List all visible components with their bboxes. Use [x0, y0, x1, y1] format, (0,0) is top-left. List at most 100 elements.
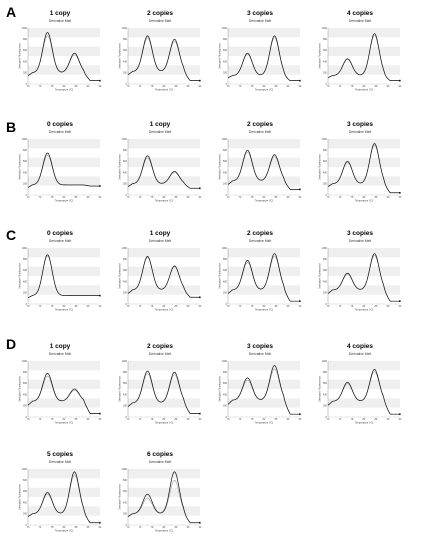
x-tick-label: 78	[151, 305, 154, 308]
melt-plot: 0 copies Derivative Melt 0 200 400 600 800 1000…	[18, 230, 102, 312]
y-tick-label: 800	[23, 38, 28, 41]
x-tick-label: 90	[387, 305, 390, 308]
melt-curve-svg: 0 200 400 600 800 1000 70 74 78 82 86 90 94 Temperatu…	[319, 247, 402, 312]
y-tick-label: 400	[23, 280, 28, 283]
y-tick-label: 600	[123, 49, 128, 52]
curve-end-marker	[99, 294, 101, 297]
x-tick-label: 90	[187, 526, 190, 529]
curve-end-marker	[99, 79, 101, 82]
grid-band	[28, 248, 100, 258]
melt-curve-svg: 0 200 400 600 800 1000 70 74 78 82 86 90 94 Temperatu…	[319, 138, 402, 203]
grid-band	[228, 248, 300, 258]
y-axis-label: Derivative Fluorescence	[19, 154, 22, 180]
melt-curve-dark	[227, 35, 300, 81]
x-tick-label: 74	[139, 85, 142, 88]
x-tick-label: 82	[163, 418, 166, 421]
melt-curve-svg: 0 200 400 600 800 1000 70 74 78 82 86 90 94 Temperatu…	[119, 27, 202, 92]
chart-title: 2 copies	[146, 343, 173, 350]
grid-band	[228, 28, 300, 38]
grid-band	[128, 46, 200, 56]
y-tick-label: 200	[23, 292, 28, 295]
x-tick-label: 86	[375, 85, 378, 88]
grid-band	[28, 176, 100, 186]
curve-end-marker	[399, 300, 401, 302]
x-tick-label: 74	[239, 196, 242, 199]
chart-title: 3 copies	[346, 121, 373, 128]
y-axis-label: Derivative Fluorescence	[119, 376, 122, 402]
y-tick-label: 200	[23, 72, 28, 75]
x-tick-label: 82	[63, 85, 66, 88]
x-tick-label: 74	[39, 526, 42, 529]
x-axis-label: Temperature (°C)	[255, 200, 274, 203]
x-tick-label: 74	[139, 526, 142, 529]
x-tick-label: 78	[51, 305, 54, 308]
y-tick-label: 0	[326, 83, 328, 86]
x-axis-label: Temperature (°C)	[155, 89, 174, 92]
y-tick-label: 600	[223, 160, 228, 163]
grid-band	[28, 487, 100, 497]
y-tick-label: 400	[23, 171, 28, 174]
x-tick-label: 86	[175, 305, 178, 308]
grid-band	[228, 361, 300, 371]
y-tick-label: 0	[226, 83, 228, 86]
y-tick-label: 600	[323, 382, 328, 385]
chart-subtitle: Derivative Melt	[248, 239, 272, 243]
chart-title: 1 copy	[149, 121, 171, 128]
chart-title: 2 copies	[146, 10, 173, 17]
x-tick-label: 94	[99, 305, 102, 308]
x-tick-label: 82	[363, 418, 366, 421]
panel-letter-d: D	[6, 336, 17, 352]
curve-end-marker	[99, 521, 101, 524]
x-tick-label: 78	[251, 418, 254, 421]
x-tick-label: 90	[87, 196, 90, 199]
x-tick-label: 90	[87, 418, 90, 421]
y-tick-label: 0	[126, 194, 128, 197]
grid-band	[228, 46, 300, 56]
x-tick-label: 94	[299, 418, 302, 421]
melt-curve-dark	[227, 149, 300, 190]
y-tick-label: 1000	[322, 360, 328, 363]
x-tick-label: 86	[275, 85, 278, 88]
x-tick-label: 94	[99, 526, 102, 529]
x-tick-label: 90	[387, 85, 390, 88]
y-axis-label: Derivative Fluorescence	[19, 376, 22, 402]
grid-band	[128, 379, 200, 389]
melt-plot: 3 copies Derivative Melt 0 200 400 600 800 1000…	[218, 10, 302, 92]
y-tick-label: 0	[126, 303, 128, 306]
chart-title: 1 copy	[49, 10, 71, 17]
grid-band	[328, 248, 400, 258]
x-tick-label: 86	[75, 418, 78, 421]
chart-subtitle: Derivative Melt	[348, 239, 372, 243]
melt-curve-svg: 0 200 400 600 800 1000 70 74 78 82 86 90 94 Temperatu…	[219, 247, 302, 312]
x-axis-label: Temperature (°C)	[55, 309, 74, 312]
melt-plot: 4 copies Derivative Melt 0 200 400 600 800 1000…	[318, 10, 402, 92]
y-tick-label: 1000	[22, 138, 28, 141]
x-tick-label: 70	[327, 418, 330, 421]
y-axis-label: Derivative Fluorescence	[219, 376, 222, 402]
x-tick-label: 86	[275, 196, 278, 199]
curve-end-marker	[199, 296, 201, 299]
y-axis-label: Derivative Fluorescence	[319, 43, 322, 69]
grid-band	[28, 28, 100, 38]
melt-plot: 0 copies Derivative Melt 0 200 400 600 800 1000…	[18, 121, 102, 203]
y-tick-label: 1000	[122, 27, 128, 30]
grid-band	[328, 157, 400, 167]
x-tick-label: 86	[75, 196, 78, 199]
melt-curve-svg: 0 200 400 600 800 1000 70 74 78 82 86 90 94 Temperatu…	[319, 27, 402, 92]
x-tick-label: 74	[339, 85, 342, 88]
curve-end-marker	[299, 413, 301, 415]
y-tick-label: 200	[223, 292, 228, 295]
y-axis-label: Derivative Fluorescence	[19, 263, 22, 289]
x-tick-label: 82	[63, 526, 66, 529]
y-tick-label: 0	[26, 303, 28, 306]
x-tick-label: 78	[151, 418, 154, 421]
x-tick-label: 94	[199, 305, 202, 308]
y-tick-label: 1000	[22, 360, 28, 363]
x-axis-label: Temperature (°C)	[355, 89, 374, 92]
y-tick-label: 1000	[322, 247, 328, 250]
x-tick-label: 86	[175, 526, 178, 529]
y-tick-label: 0	[26, 416, 28, 419]
grid-band	[128, 176, 200, 186]
x-tick-label: 94	[99, 85, 102, 88]
chart-subtitle: Derivative Melt	[148, 19, 172, 23]
